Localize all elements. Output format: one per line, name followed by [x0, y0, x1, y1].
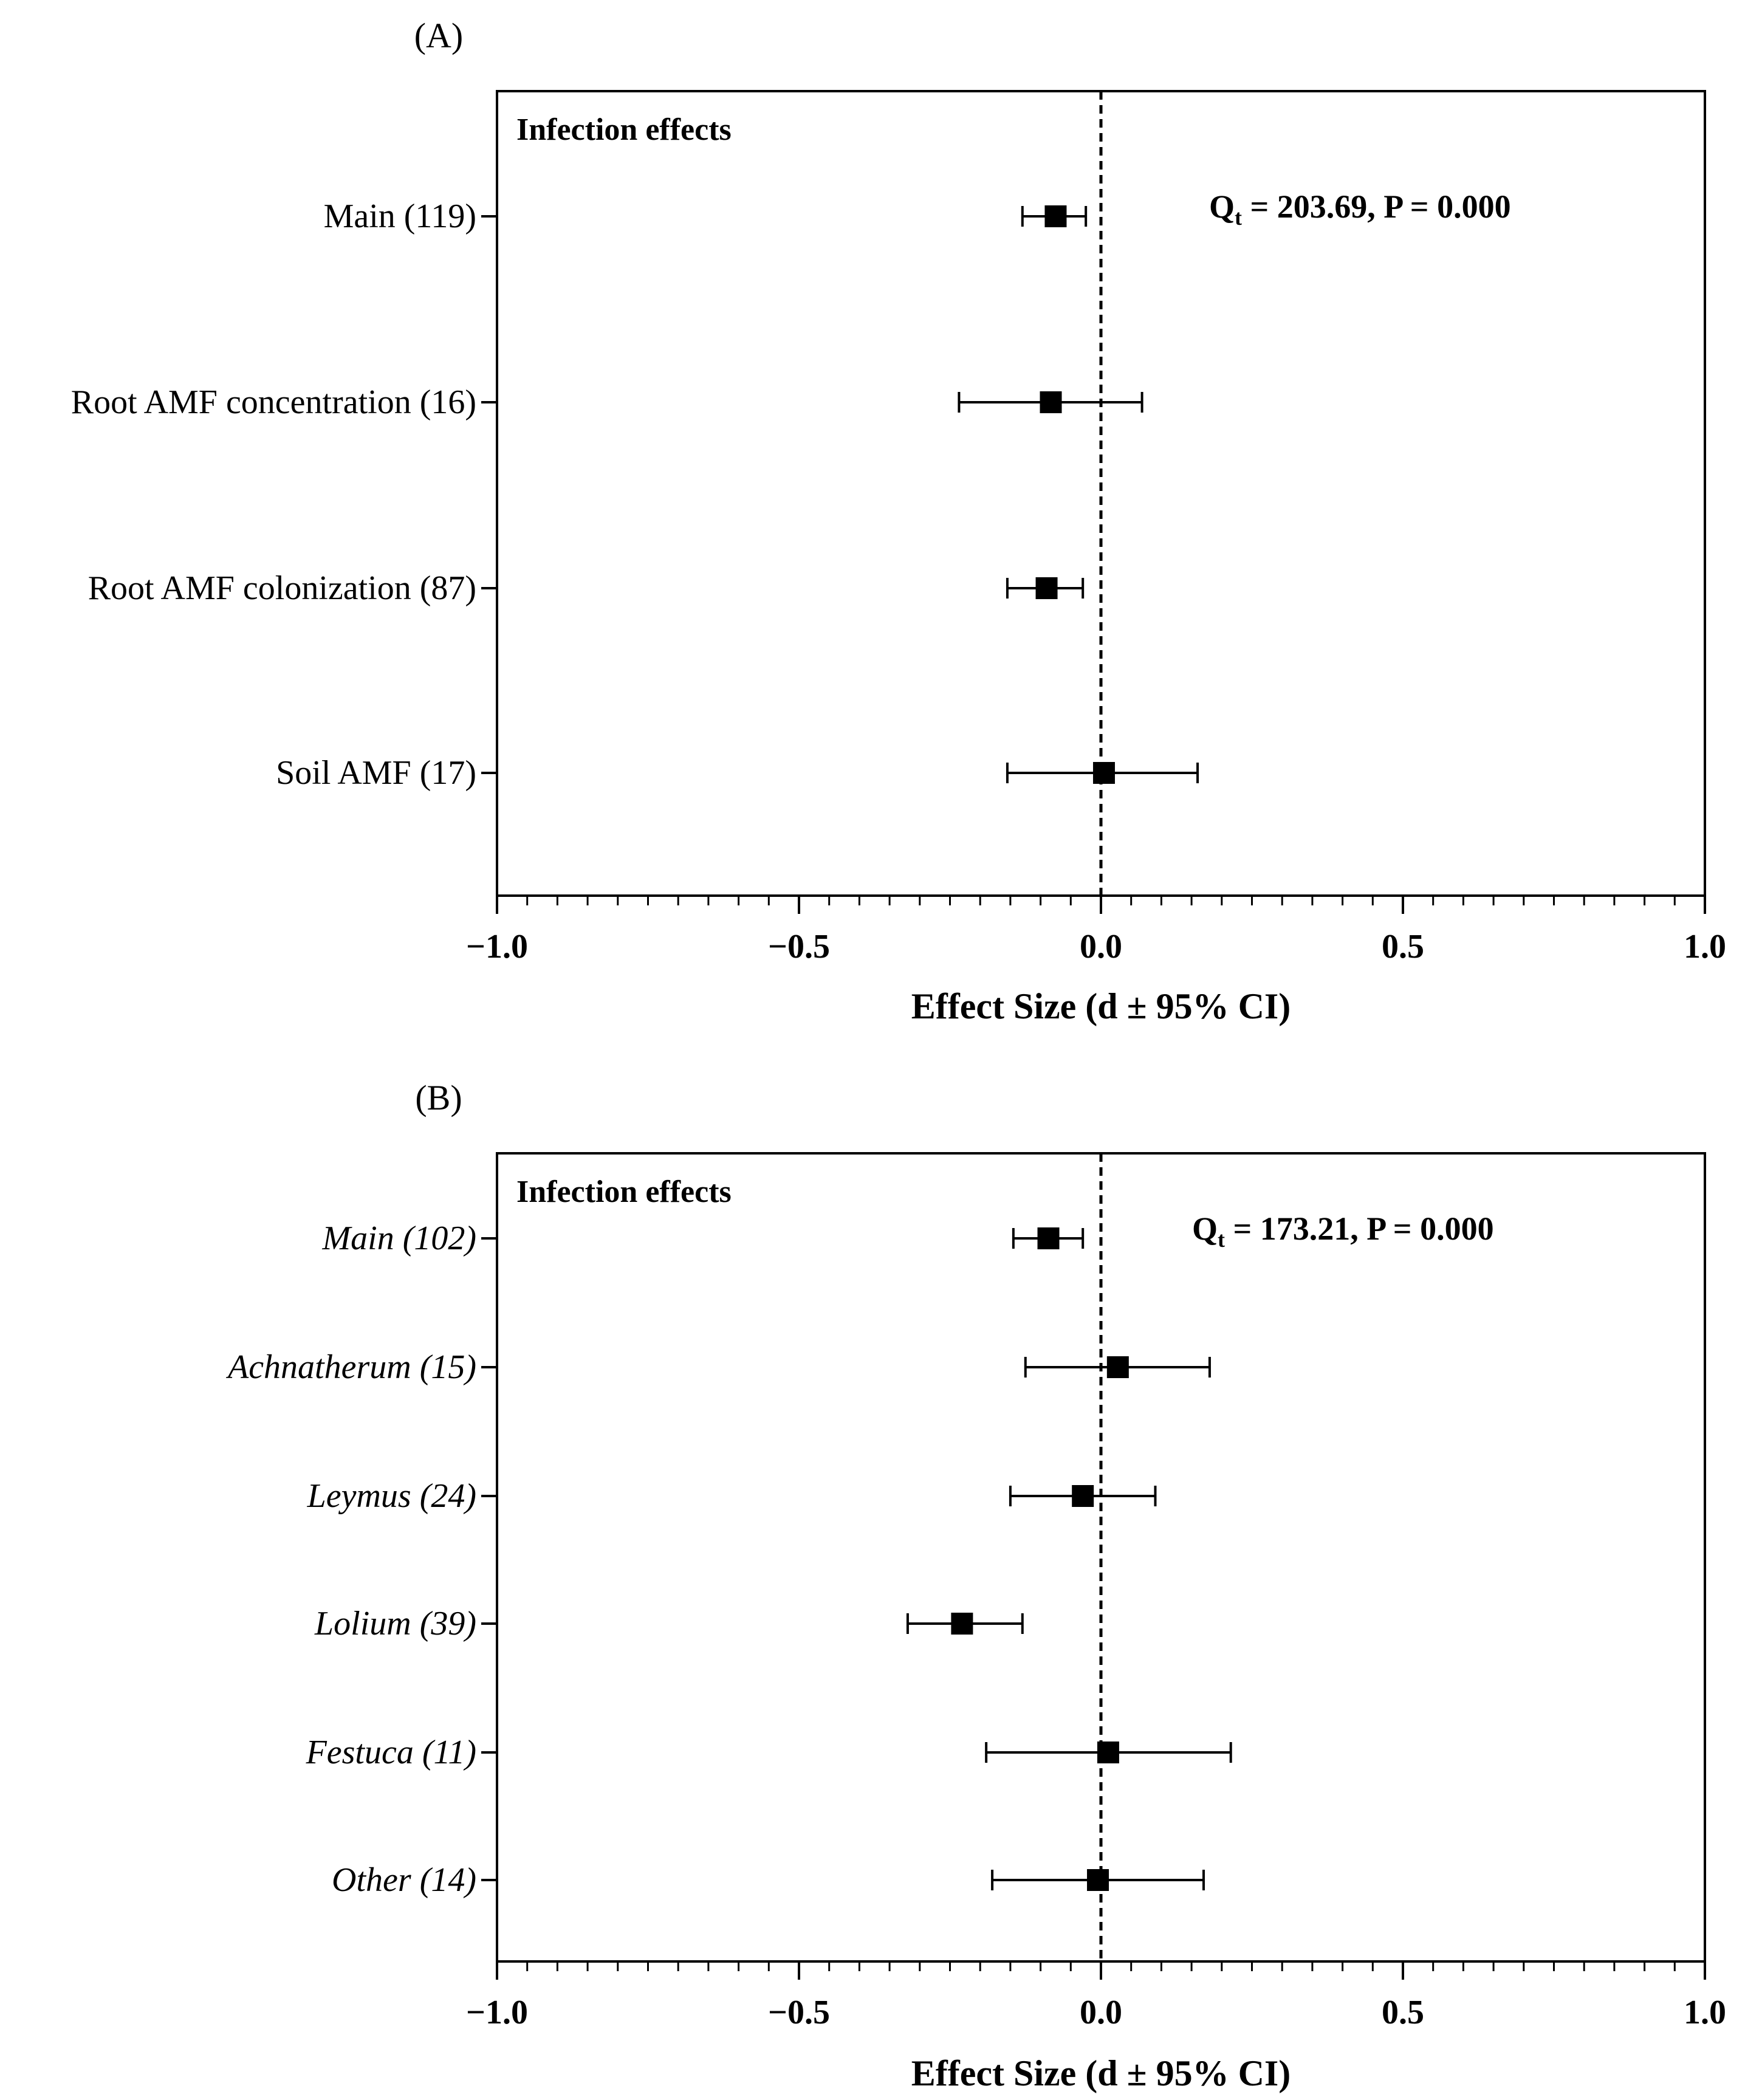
panel-b-effect-point	[951, 1613, 973, 1635]
panel-b-category-label: Leymus (24)	[307, 1477, 476, 1515]
panel-b-row: Lolium (39)	[314, 1605, 1024, 1642]
panel-b-row: Leymus (24)	[307, 1477, 1157, 1515]
panel-b-row: Main (102)	[321, 1220, 1085, 1257]
panel-a-title: Infection effects	[516, 112, 732, 147]
panel-a-category-label: Main (119)	[324, 197, 476, 235]
panel-a-category-label: Soil AMF (17)	[276, 754, 476, 792]
panel-b-label: (B)	[415, 1078, 462, 1117]
panel-a-effect-point	[1040, 391, 1062, 413]
panel-b-x-tick-label: 0.0	[1080, 1994, 1122, 2031]
panel-b-effect-point	[1037, 1227, 1060, 1249]
panel-a-x-tick-label: 1.0	[1684, 928, 1726, 966]
panel-a-effect-point	[1035, 577, 1058, 599]
panel-a-x-tick-label: 0.5	[1382, 928, 1424, 966]
panel-b-x-tick-label: 0.5	[1382, 1994, 1424, 2031]
panel-b-x-axis-title: Effect Size (d ± 95% CI)	[911, 2053, 1291, 2093]
panel-a-category-label: Root AMF concentration (16)	[71, 383, 476, 421]
panel-a-row: Root AMF colonization (87)	[88, 569, 1085, 607]
panel-a-row: Root AMF concentration (16)	[71, 383, 1143, 421]
panel-b-category-label: Achnatherum (15)	[225, 1348, 476, 1386]
panel-b-title: Infection effects	[516, 1175, 732, 1209]
panel-b-category-label: Main (102)	[321, 1220, 476, 1257]
panel-b-row: Other (14)	[332, 1861, 1205, 1899]
panel-a-label: (A)	[414, 16, 464, 55]
panel-b-effect-point	[1072, 1485, 1094, 1507]
panel-a-row: Soil AMF (17)	[276, 754, 1199, 792]
panel-b: (B) Infection effects Qt = 173.21, P = 0.0…	[225, 1078, 1726, 2093]
panel-b-effect-point	[1087, 1869, 1109, 1891]
panel-a-x-tick-label: −1.0	[466, 928, 528, 966]
panel-b-x-tick-label: −0.5	[768, 1994, 830, 2031]
panel-b-row: Festuca (11)	[306, 1734, 1232, 1771]
panel-a-x-tick-label: −0.5	[768, 928, 830, 966]
panel-b-x-tick-label: −1.0	[466, 1994, 528, 2031]
panel-a-category-label: Root AMF colonization (87)	[88, 569, 476, 607]
panel-a-x-tick-label: 0.0	[1080, 928, 1122, 966]
panel-b-category-label: Lolium (39)	[314, 1605, 476, 1642]
panel-a-stat-text: Qt = 203.69, P = 0.000	[1209, 188, 1511, 230]
panel-b-row: Achnatherum (15)	[225, 1348, 1211, 1386]
panel-a-x-axis-title: Effect Size (d ± 95% CI)	[911, 986, 1291, 1026]
panel-b-stat-text: Qt = 173.21, P = 0.000	[1192, 1210, 1494, 1252]
panel-a: (A) Infection effects Qt = 203.69, P = 0.0…	[71, 16, 1726, 1026]
panel-a-effect-point	[1044, 205, 1067, 227]
panel-a-effect-point	[1092, 762, 1115, 784]
panel-b-category-label: Other (14)	[332, 1861, 476, 1899]
panel-a-row: Main (119)	[324, 197, 1088, 235]
panel-b-category-label: Festuca (11)	[306, 1734, 476, 1771]
panel-b-effect-point	[1106, 1356, 1129, 1378]
panel-b-effect-point	[1097, 1741, 1119, 1763]
panel-b-x-tick-label: 1.0	[1684, 1994, 1726, 2031]
